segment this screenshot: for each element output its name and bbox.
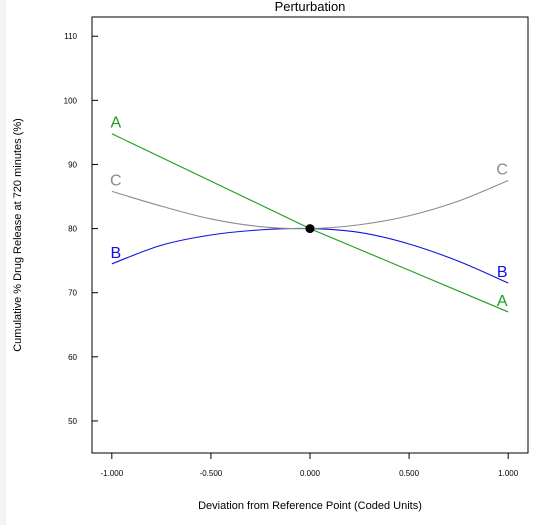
series-label-c-end: C xyxy=(496,162,508,179)
x-tick-label: 1.000 xyxy=(498,469,519,478)
x-tick-label: 0.000 xyxy=(300,469,321,478)
series-label-a-start: A xyxy=(110,115,121,132)
y-tick-label: 70 xyxy=(68,289,77,298)
series-line-c xyxy=(111,179,509,230)
x-tick-label: 0.500 xyxy=(399,469,420,478)
y-tick-label: 80 xyxy=(68,225,77,234)
series-lines xyxy=(111,133,509,313)
y-tick-label: 100 xyxy=(64,96,78,105)
plot-frame xyxy=(91,16,529,454)
y-tick-label: 60 xyxy=(68,353,77,362)
x-axis-label: Deviation from Reference Point (Coded Un… xyxy=(198,500,422,512)
y-axis-ticks: 50 60 70 80 90 100 110 xyxy=(64,32,98,426)
series-label-b-start: B xyxy=(110,245,121,262)
chart-title: Perturbation xyxy=(275,0,346,14)
series-label-b-end: B xyxy=(497,264,508,281)
x-tick-label: -1.000 xyxy=(100,469,123,478)
y-axis-label: Cumulative % Drug Release at 720 minutes… xyxy=(12,118,24,352)
series-label-a-end: A xyxy=(497,293,508,310)
series-line-b xyxy=(111,227,509,284)
series-line-a xyxy=(111,133,509,313)
y-tick-label: 90 xyxy=(68,160,77,169)
y-tick-label: 50 xyxy=(68,417,77,426)
y-tick-label: 110 xyxy=(64,32,77,41)
x-axis-ticks: -1.000 -0.500 0.000 0.500 1.000 xyxy=(100,453,519,478)
x-tick-label: -0.500 xyxy=(200,469,223,478)
left-edge-strip xyxy=(0,0,6,525)
reference-point-marker xyxy=(305,224,315,234)
series-label-c-start: C xyxy=(110,172,122,189)
